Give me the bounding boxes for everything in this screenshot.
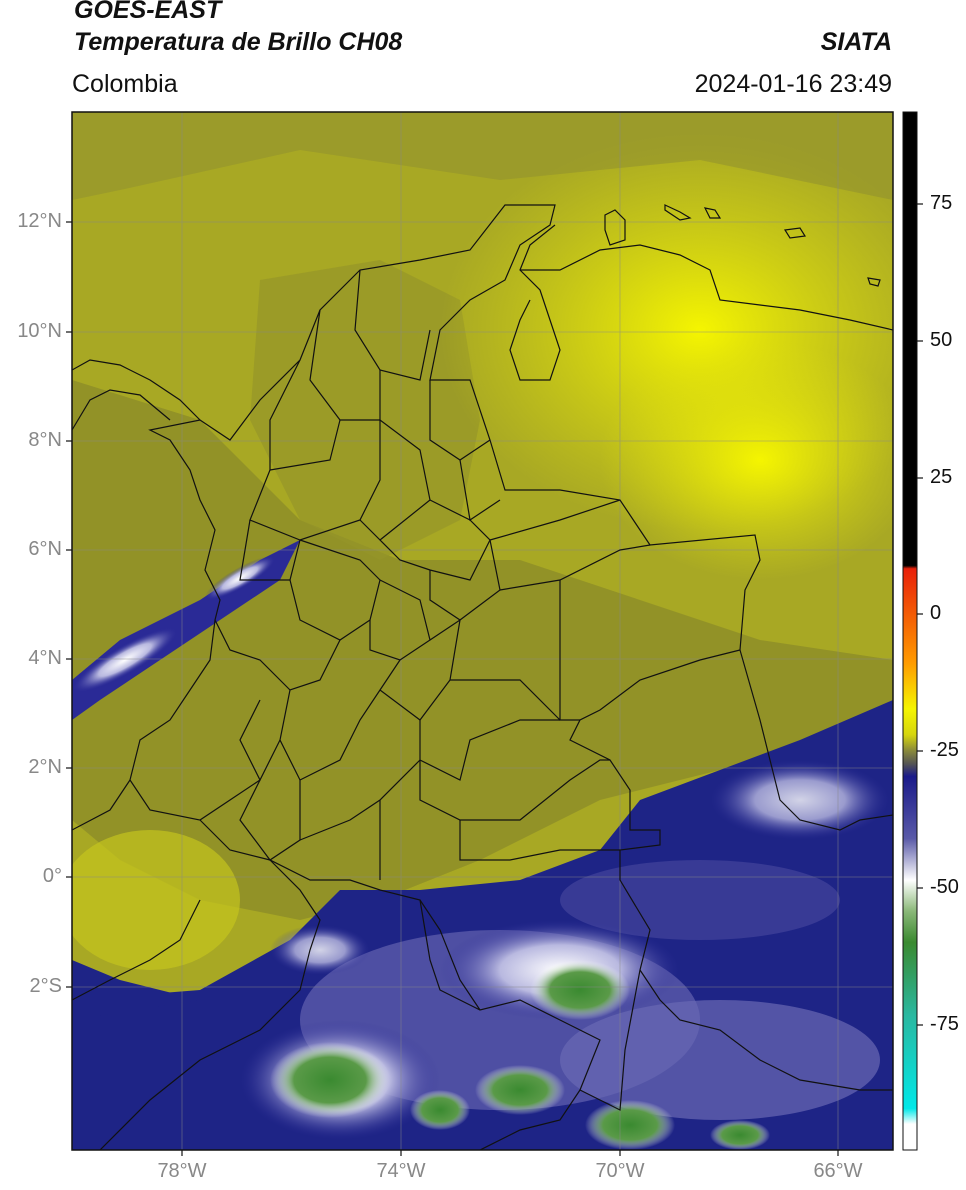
region-label: Colombia [72,70,178,98]
axis-ticks [66,221,839,1156]
lon-label-66w: 66°W [813,1160,863,1182]
lat-label-12n: 12°N [17,210,62,232]
colorbar-label-50: 50 [930,329,953,351]
title-goes-east: GOES-EAST [74,0,222,24]
lat-label-0: 0° [42,865,62,887]
lat-label-2s: 2°S [29,975,62,997]
lat-label-2n: 2°N [28,756,62,778]
lat-label-6n: 6°N [28,538,62,560]
colorbar [903,112,917,1150]
lat-label-4n: 4°N [28,647,62,669]
lon-label-74w: 74°W [376,1160,426,1182]
timestamp: 2024-01-16 23:49 [694,70,892,98]
borders [72,204,893,1150]
lon-label-70w: 70°W [595,1160,645,1182]
colorbar-label-25: 25 [930,466,953,488]
lat-label-10n: 10°N [17,320,62,342]
colorbar-frame [902,111,918,1151]
colorbar-ticks [917,203,923,1026]
colorbar-label-minus25: -25 [930,739,959,761]
lon-label-78w: 78°W [157,1160,207,1182]
lat-label-8n: 8°N [28,429,62,451]
colorbar-label-75: 75 [930,192,953,214]
satellite-imagery [72,112,893,1150]
colorbar-label-0: 0 [930,602,942,624]
map-frame [71,111,894,1151]
title-product: Temperatura de Brillo CH08 [74,28,403,56]
brand-siata: SIATA [820,28,892,56]
colorbar-label-minus50: -50 [930,876,959,898]
colorbar-label-minus75: -75 [930,1013,959,1035]
graticule [72,112,893,1150]
